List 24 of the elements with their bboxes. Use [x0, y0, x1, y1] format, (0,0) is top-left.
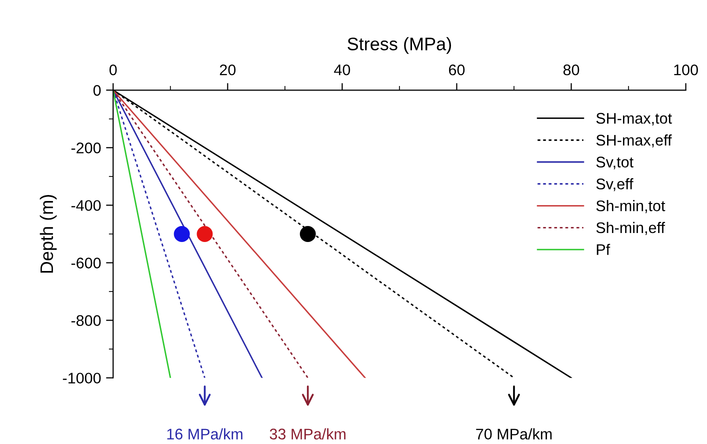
- x-tick-label: 20: [220, 64, 236, 76]
- text: 33 MPa/km: [270, 428, 346, 440]
- y-axis-title: Depth (m): [40, 194, 57, 273]
- legend-label: Sv,eff: [596, 178, 634, 192]
- x-tick-label: 40: [334, 64, 350, 76]
- legend-label: SH-max,eff: [596, 134, 672, 148]
- legend-label: Sv,tot: [596, 156, 634, 170]
- y-tick-label: -600: [71, 258, 101, 268]
- y-tick-label: -400: [71, 200, 101, 211]
- y-tick-label: -1000: [62, 372, 101, 384]
- x-tick-label: 100: [674, 64, 698, 76]
- y-tick-label: 0: [93, 85, 101, 96]
- legend-label: Sh-min,tot: [596, 200, 666, 214]
- text: 70 MPa/km: [476, 428, 552, 440]
- y-tick-label: -800: [71, 315, 101, 326]
- x-tick-label: 60: [449, 64, 465, 76]
- x-tick-label: 0: [109, 64, 117, 76]
- x-tick-label: 80: [563, 64, 580, 76]
- legend-label: SH-max,tot: [596, 112, 672, 126]
- legend-label: Sh-min,eff: [596, 222, 666, 235]
- legend-label: Pf: [596, 244, 610, 255]
- y-tick-label: -200: [71, 142, 101, 154]
- x-axis-title: Stress (MPa): [348, 37, 452, 54]
- text: 16 MPa/km: [167, 428, 242, 440]
